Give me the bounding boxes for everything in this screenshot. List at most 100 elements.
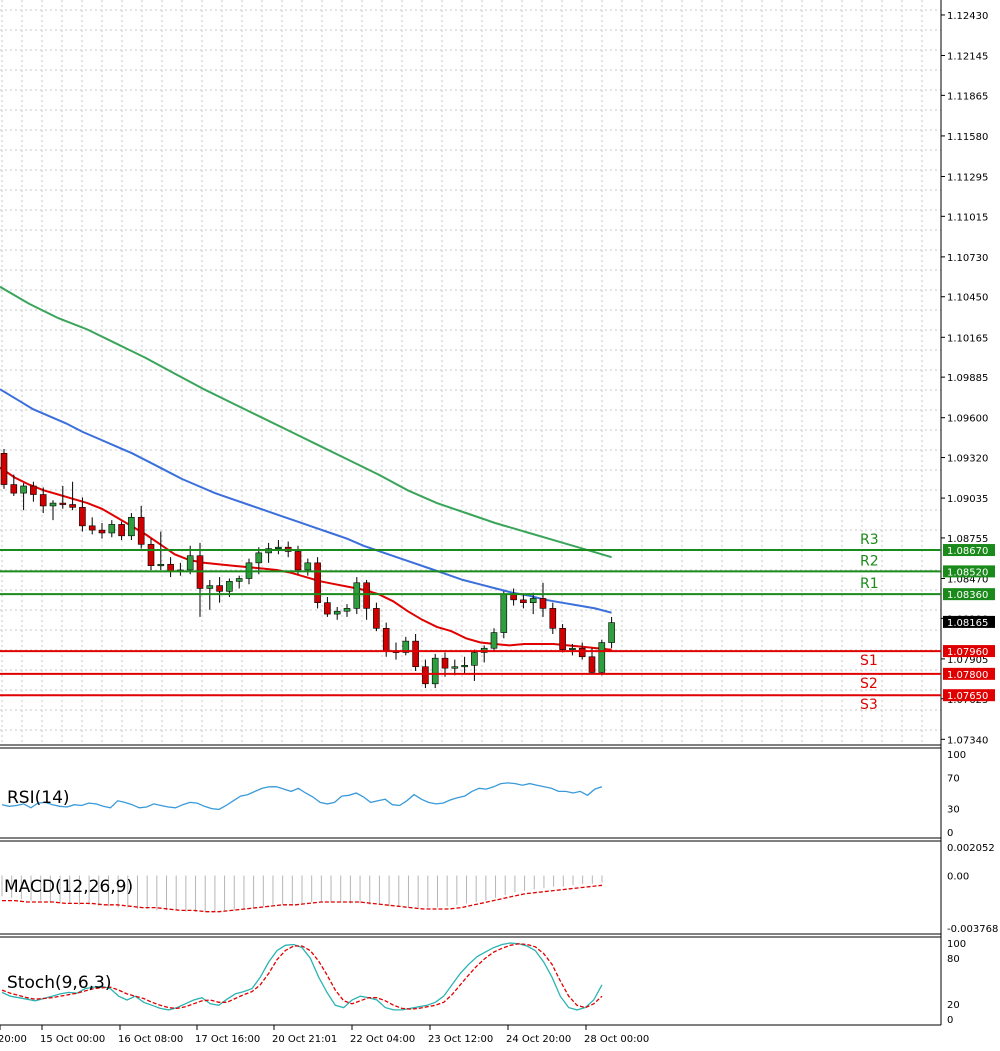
candle-body — [128, 517, 135, 537]
price-tick-label: 1.07905 — [947, 655, 988, 666]
candle-body — [108, 524, 116, 534]
price-tick-label: 1.12145 — [947, 52, 988, 63]
candle-body — [431, 657, 439, 685]
candle-body — [255, 552, 263, 564]
candle-body — [588, 656, 596, 673]
stoch-tick-label: 80 — [947, 954, 960, 965]
candle-body — [490, 632, 498, 649]
ma-mid-line — [0, 388, 612, 614]
panel-frames — [0, 0, 942, 1026]
candle-body — [569, 647, 576, 651]
level-tag-s3: 1.07650 — [947, 691, 988, 702]
stoch-tick-label: 0 — [947, 1015, 953, 1026]
price-tick-label: 1.10730 — [947, 253, 988, 264]
candle-body — [304, 562, 312, 571]
candle-body — [363, 582, 370, 609]
time-tick-label: 22 Oct 04:00 — [350, 1034, 415, 1045]
level-tag-r2: 1.08520 — [947, 567, 988, 578]
time-tick-label: 16 Oct 08:00 — [118, 1034, 183, 1045]
candle-body — [98, 529, 106, 534]
time-tick-label: 23 Oct 12:00 — [428, 1034, 493, 1045]
candle-body — [382, 628, 390, 652]
stoch-label: Stoch(9,6,3) — [7, 973, 112, 993]
rsi-tick-label: 30 — [947, 805, 960, 816]
candle-body — [402, 640, 410, 653]
price-tick-label: 1.12430 — [947, 11, 988, 22]
candle-body — [451, 666, 459, 669]
candle-body — [441, 657, 449, 669]
time-tick-label: 28 Oct 00:00 — [584, 1034, 649, 1045]
moving-averages — [0, 285, 612, 651]
rsi-tick-label: 0 — [947, 828, 953, 839]
stoch-signal-line — [1, 943, 603, 1010]
level-name-s1: S1 — [860, 653, 878, 669]
level-name-r2: R2 — [860, 553, 879, 569]
candle-body — [324, 602, 331, 615]
level-tag-r3: 1.08670 — [947, 546, 988, 557]
macd-panel: 0.002052 0.00 -0.003768 — [1, 843, 998, 935]
price-tick-label: 1.08755 — [947, 534, 988, 545]
stoch-tick-label: 100 — [947, 939, 966, 950]
time-tick-label: 15 Oct 00:00 — [40, 1034, 105, 1045]
stoch-panel: 100 80 20 0 — [1, 939, 966, 1026]
level-name-s2: S2 — [860, 676, 878, 692]
candle-body — [373, 608, 380, 629]
price-tick-label: 1.09885 — [947, 373, 988, 384]
ma-slow-line — [0, 285, 612, 559]
price-tick-label: 1.09320 — [947, 454, 988, 465]
price-tick-label: 1.11015 — [947, 212, 988, 223]
candle-body — [69, 504, 76, 508]
candle-body — [353, 582, 361, 609]
rsi-label: RSI(14) — [7, 788, 70, 808]
macd-tick-label: 0.00 — [947, 872, 969, 883]
candle-body — [206, 585, 214, 589]
level-name-s3: S3 — [860, 697, 878, 713]
rsi-tick-label: 70 — [947, 773, 960, 784]
macd-signal-line — [2, 884, 603, 913]
chart-grid — [0, 0, 941, 745]
candle-body — [79, 507, 86, 527]
price-tick-label: 1.11865 — [947, 91, 988, 102]
candles — [0, 449, 615, 689]
candle-body — [471, 652, 478, 666]
price-tick-label: 1.09600 — [947, 414, 988, 425]
candle-body — [529, 598, 537, 603]
ma-fast-line — [0, 466, 612, 651]
candle-body — [559, 628, 566, 650]
candle-body — [49, 502, 57, 507]
level-tag-s1: 1.07960 — [947, 647, 988, 658]
stoch-main-line — [1, 942, 603, 1011]
candle-body — [167, 563, 174, 572]
macd-tick-label: -0.003768 — [947, 924, 998, 935]
candle-body — [608, 622, 615, 643]
rsi-line — [1, 782, 603, 811]
rsi-tick-label: 100 — [947, 750, 966, 761]
candle-body — [422, 666, 429, 685]
level-tag-bg — [943, 588, 995, 601]
candle-body — [598, 642, 606, 673]
level-tag-bg — [943, 645, 995, 658]
price-tick-label: 1.08470 — [947, 575, 988, 586]
candle-body — [333, 610, 341, 615]
candle-body — [0, 452, 8, 485]
candle-body — [578, 647, 586, 658]
candle-body — [226, 581, 233, 592]
candle-body — [500, 593, 508, 633]
candle-body — [30, 485, 37, 495]
level-tag-bg — [943, 689, 995, 702]
pivot-levels: R3 1.08670 R2 1.08520 R1 1.08360 S1 1.07960 S2 1.… — [0, 532, 995, 713]
candle-body — [412, 640, 419, 668]
candle-body — [137, 517, 145, 545]
candle-body — [294, 551, 302, 571]
current-price-bg — [943, 615, 995, 628]
candle-body — [20, 485, 27, 494]
time-tick-label: 17 Oct 16:00 — [195, 1034, 260, 1045]
level-tag-bg — [943, 565, 995, 578]
candle-body — [157, 563, 165, 567]
price-axis: 1.12430 1.12145 1.11865 1.11580 1.11295 1.110… — [941, 11, 988, 746]
candle-body — [520, 599, 527, 603]
level-tag-bg — [943, 544, 995, 557]
level-name-r1: R1 — [860, 576, 879, 592]
current-price-label: 1.08165 — [947, 618, 988, 629]
